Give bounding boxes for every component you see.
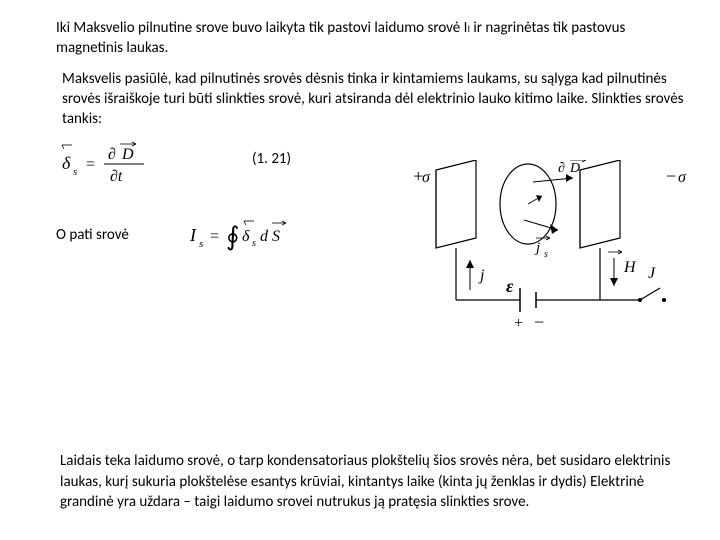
svg-text:d: d <box>260 228 269 245</box>
svg-text:=: = <box>86 156 95 173</box>
equation-1: δ s = ∂ D ∂t <box>56 139 246 189</box>
svg-text:S: S <box>272 228 280 245</box>
equation-2-label: O pati srovė <box>56 225 186 245</box>
circuit-diagram: J + σ − σ ∂ D j s j H ε + − <box>408 160 698 340</box>
paragraph-1: Iki Maksvelio pilnutine srove buvo laiky… <box>56 18 688 59</box>
svg-text:D: D <box>569 161 580 176</box>
paragraph-2: Maksvelis pasiūlė, kad pilnutinės srovės… <box>62 69 688 130</box>
svg-text:∂t: ∂t <box>110 168 123 185</box>
paragraph-3: Laidais teka laidumo srovė, o tarp konde… <box>60 451 688 512</box>
svg-text:s: s <box>252 238 256 249</box>
svg-text:H: H <box>623 259 637 276</box>
svg-text:+: + <box>514 315 523 332</box>
svg-text:σ: σ <box>422 169 431 186</box>
svg-text:D: D <box>121 146 134 163</box>
svg-text:I: I <box>189 225 197 245</box>
svg-text:s: s <box>73 166 77 178</box>
svg-text:s: s <box>199 238 203 250</box>
equation-number: (1. 21) <box>252 149 291 169</box>
svg-text:−: − <box>666 166 676 186</box>
svg-text:j: j <box>478 267 485 284</box>
svg-text:−: − <box>534 312 544 332</box>
svg-text:ε: ε <box>506 276 514 296</box>
svg-text:J: J <box>648 265 656 282</box>
svg-text:δ: δ <box>242 228 250 245</box>
svg-text:∮: ∮ <box>226 222 240 251</box>
svg-text:δ: δ <box>62 153 71 173</box>
svg-text:∂: ∂ <box>558 161 565 176</box>
svg-text:s: s <box>544 249 548 260</box>
svg-text:=: = <box>210 228 219 245</box>
svg-text:σ: σ <box>678 169 687 186</box>
svg-text:∂: ∂ <box>108 146 116 163</box>
equation-2: I s = ∮ δ s d S <box>186 213 306 257</box>
